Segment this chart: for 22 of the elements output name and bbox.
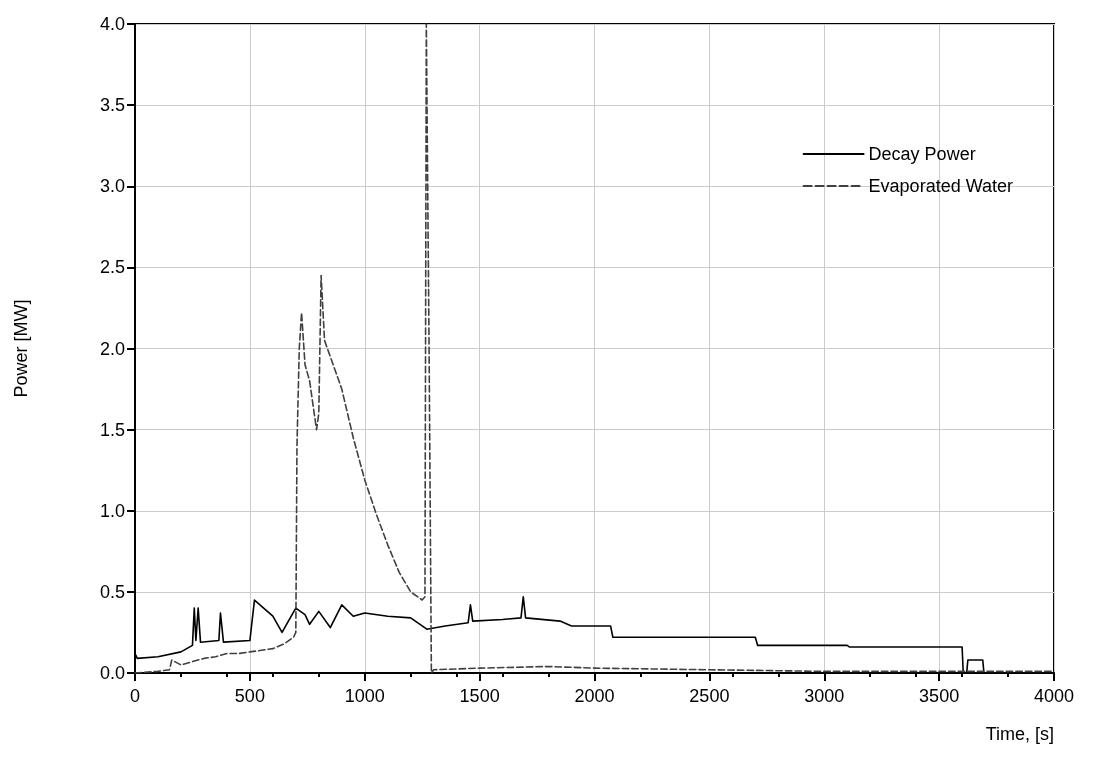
y-tick-label: 2.0 <box>99 338 125 359</box>
x-tick-label: 4000 <box>1033 686 1075 706</box>
x-tick-label: 1500 <box>459 686 500 706</box>
x-tick-label: 0 <box>129 686 141 706</box>
x-tick-label: 500 <box>234 686 265 706</box>
y-tick-label: 2.5 <box>99 257 125 278</box>
y-tick-label: 4.0 <box>99 14 125 34</box>
y-tick-label: 0.5 <box>99 581 125 602</box>
y-tick-label: 3.0 <box>99 176 125 197</box>
x-tick-label: 2000 <box>574 686 615 706</box>
x-tick-label: 3500 <box>919 686 960 706</box>
x-tick-label: 1000 <box>344 686 385 706</box>
x-axis-title: Time, [s] <box>985 724 1054 744</box>
y-tick-label: 1.0 <box>99 500 125 521</box>
y-axis-title: Power [MW] <box>11 299 31 398</box>
y-tick-label: 0.0 <box>99 663 125 683</box>
y-tick-label: 1.5 <box>99 419 125 440</box>
legend-label: Decay Power <box>868 144 976 164</box>
x-tick-label: 3000 <box>804 686 845 706</box>
y-tick-label: 3.5 <box>99 95 125 116</box>
legend-label: Evaporated Water <box>868 176 1014 196</box>
x-tick-label: 2500 <box>689 686 730 706</box>
